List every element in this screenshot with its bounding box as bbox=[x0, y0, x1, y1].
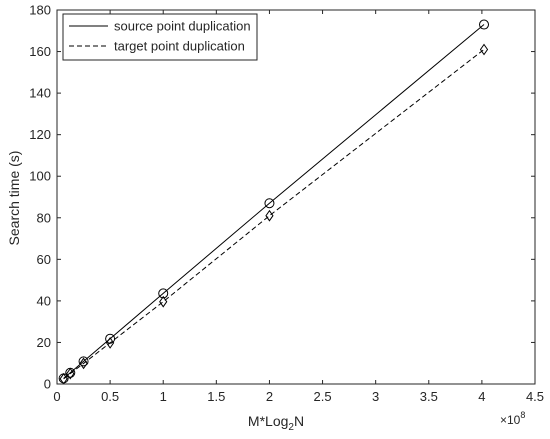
data-point-diamond bbox=[479, 43, 489, 56]
legend-box bbox=[62, 13, 258, 61]
x-axis-label-tail: N bbox=[294, 413, 304, 429]
data-point-circle bbox=[479, 19, 490, 30]
x-tick-label: 3 bbox=[372, 389, 379, 404]
x-axis-label-subscript: 2 bbox=[288, 422, 294, 433]
plot-area bbox=[58, 19, 490, 385]
x-tick-label: 2 bbox=[266, 389, 273, 404]
y-axis-label: Search time (s) bbox=[6, 151, 22, 246]
x-tick-label: 0.5 bbox=[101, 389, 119, 404]
y-tick-label: 0 bbox=[44, 377, 51, 392]
data-point-diamond bbox=[106, 336, 115, 349]
x-axis-multiplier-base: ×10 bbox=[500, 413, 521, 427]
x-axis-multiplier: ×108 bbox=[500, 410, 525, 427]
y-tick-label: 160 bbox=[29, 44, 51, 59]
x-tick-label: 1.5 bbox=[207, 389, 225, 404]
legend: source point duplication target point dup… bbox=[62, 13, 258, 61]
y-tick-label: 140 bbox=[29, 86, 51, 101]
axes-box bbox=[56, 9, 536, 385]
data-point-circle bbox=[78, 356, 89, 367]
y-tick-label: 120 bbox=[29, 127, 51, 142]
x-tick-label: 1 bbox=[160, 389, 167, 404]
x-axis-multiplier-exponent: 8 bbox=[520, 410, 525, 420]
data-point-diamond bbox=[66, 367, 75, 380]
axes: 0 0.5 1 1.5 2 2.5 3 3.5 4 4.5 0 20 40 60 80 100 120 140 16… bbox=[29, 3, 544, 405]
x-tick-label: 4 bbox=[478, 389, 485, 404]
x-axis-label-main: M*Log bbox=[248, 413, 288, 429]
legend-label-2: target point duplication bbox=[114, 39, 245, 54]
data-point-diamond bbox=[265, 209, 274, 222]
x-tick-label: 0 bbox=[53, 389, 60, 404]
x-tick-label: 3.5 bbox=[420, 389, 438, 404]
data-point-circle bbox=[158, 288, 169, 299]
legend-label-1: source point duplication bbox=[114, 19, 251, 34]
data-point-circle bbox=[264, 198, 275, 209]
y-tick-label: 60 bbox=[37, 252, 51, 267]
y-tick-label: 80 bbox=[37, 210, 51, 225]
x-tick-label: 2.5 bbox=[314, 389, 332, 404]
x-tick-label: 4.5 bbox=[526, 389, 544, 404]
data-point-diamond bbox=[159, 295, 168, 308]
y-tick-label: 20 bbox=[37, 335, 51, 350]
y-tick-label: 180 bbox=[29, 3, 51, 18]
y-tick-label: 40 bbox=[37, 293, 51, 308]
x-axis-label: M*Log2N bbox=[248, 413, 304, 433]
axis-labels: M*Log2N Search time (s) ×108 bbox=[6, 151, 525, 433]
y-tick-label: 100 bbox=[29, 169, 51, 184]
series-line-2 bbox=[63, 49, 485, 380]
data-point-diamond bbox=[79, 357, 88, 370]
